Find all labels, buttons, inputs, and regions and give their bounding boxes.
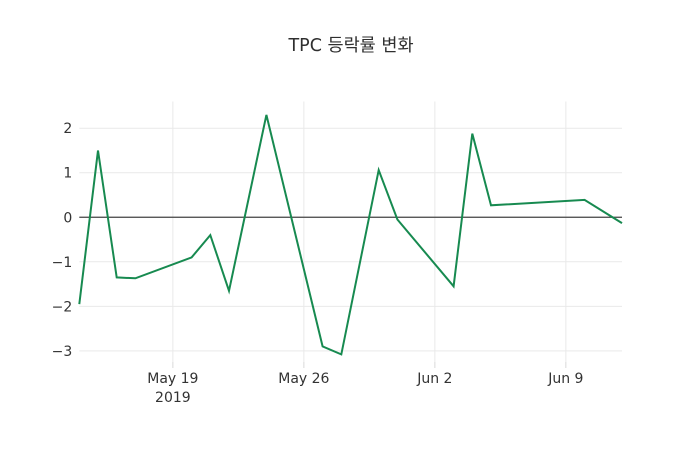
data-series-layer xyxy=(78,114,623,356)
series-line-tpc xyxy=(78,114,623,356)
y-tick-label: 1 xyxy=(63,166,72,182)
x-tick-year-label: 2019 xyxy=(155,390,191,406)
chart-title: TPC 등락률 변화 xyxy=(287,36,413,56)
x-tick-label: Jun 2 xyxy=(416,371,452,387)
y-tick-label: 0 xyxy=(63,210,72,226)
axis-labels-layer: 2 1 0 −1 −2 −3 May 19 2019 May 26 Jun 2 Jun 9 xyxy=(52,121,584,406)
x-tick-label: May 26 xyxy=(278,371,329,387)
x-tick-label: May 19 xyxy=(147,371,198,387)
y-tick-label: −2 xyxy=(52,299,73,315)
x-tick-label: Jun 9 xyxy=(547,371,583,387)
y-tick-label: −1 xyxy=(52,255,73,271)
y-tick-label: 2 xyxy=(63,121,72,137)
grid-layer xyxy=(79,101,622,368)
y-tick-label: −3 xyxy=(52,344,73,360)
